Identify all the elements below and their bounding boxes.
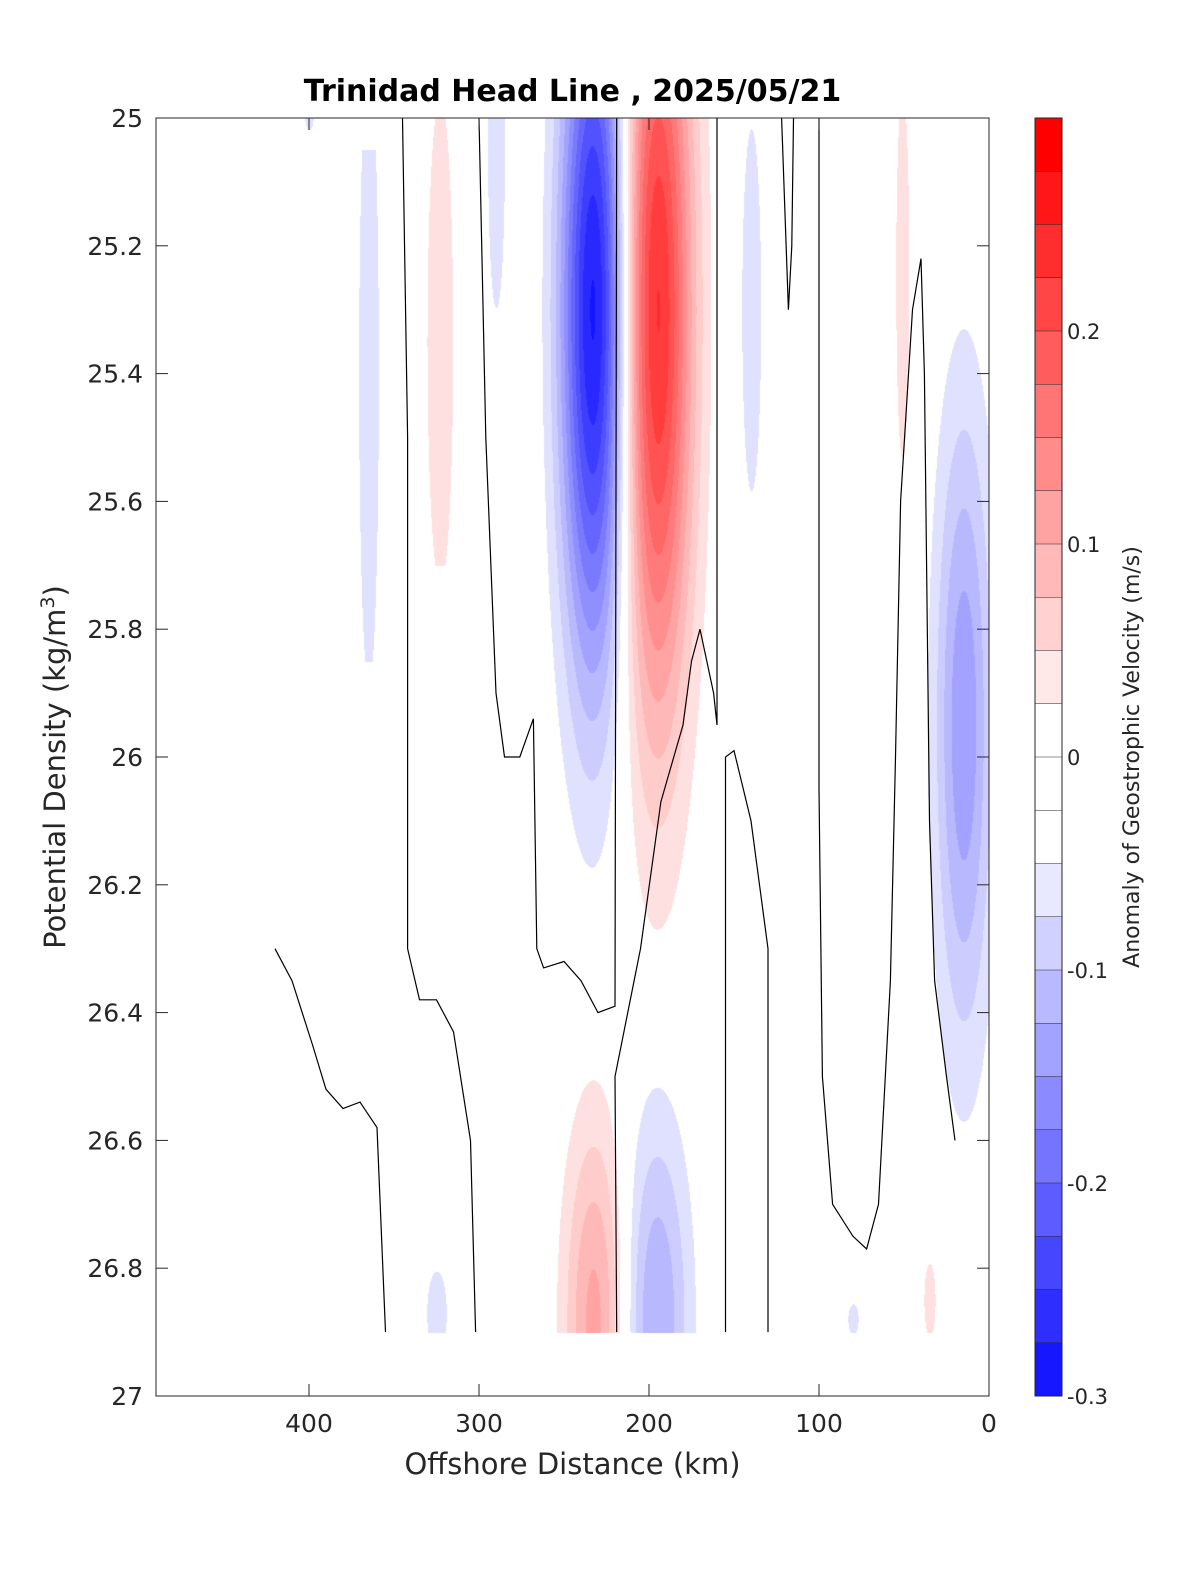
colorbar-segment: [1035, 650, 1062, 705]
colorbar-tick-label: 0: [1067, 746, 1080, 770]
colorbar-segment: [1035, 863, 1062, 918]
colorbar-segment: [1035, 703, 1062, 758]
colorbar-segment: [1035, 331, 1062, 385]
x-tick-label: 0: [981, 1409, 997, 1438]
y-axis-label-end: ): [38, 585, 72, 596]
zero-contour-3: [478, 117, 618, 1014]
y-tick-label: 25.6: [87, 487, 143, 516]
colorbar-label: Anomaly of Geostrophic Velocity (m/s): [1120, 546, 1145, 968]
zero-contour-2: [401, 117, 477, 1333]
colorbar-segment: [1035, 544, 1062, 598]
y-tick-label: 25: [111, 104, 143, 133]
y-tick-label: 26.2: [87, 871, 143, 900]
colorbar-segment: [1035, 1129, 1062, 1184]
y-tick-label: 26.8: [87, 1254, 143, 1283]
colorbar-tick-label: -0.2: [1067, 1172, 1108, 1196]
x-axis-label: Offshore Distance (km): [404, 1447, 740, 1481]
colorbar-frame: [1034, 117, 1063, 1397]
y-tick-label: 25.8: [87, 615, 143, 644]
colorbar-tick-label: 0.1: [1067, 533, 1100, 557]
colorbar-tick-label: 0.2: [1067, 320, 1100, 344]
colorbar-segment: [1035, 490, 1062, 545]
zero-contour-7: [818, 118, 956, 1251]
colorbar-segment: [1035, 597, 1062, 651]
colorbar-segment: [1035, 1076, 1062, 1131]
colorbar-segment: [1035, 277, 1062, 332]
y-axis-label-superscript: 3: [37, 596, 59, 608]
x-tick-label: 300: [455, 1409, 503, 1438]
y-axis-label-main: Potential Density (kg/m: [38, 609, 72, 949]
colorbar-segment: [1035, 757, 1062, 811]
colorbar-segment: [1035, 437, 1062, 492]
zero-contour-5: [724, 749, 769, 1333]
chart-title: Trinidad Head Line , 2025/05/21: [304, 74, 841, 109]
colorbar-segment: [1035, 118, 1062, 172]
colorbar-segment: [1035, 384, 1062, 438]
zero-contour-6: [781, 117, 795, 310]
velocity-anomaly-field: [156, 118, 989, 1396]
colorbar-tick-label: -0.3: [1067, 1385, 1108, 1409]
colorbar: 0.2 0.1 0 -0.1 -0.2 -0.3: [1034, 117, 1108, 1409]
y-tick-label: 27: [111, 1382, 143, 1411]
y-tick-label: 26.6: [87, 1126, 143, 1155]
colorbar-segment: [1035, 810, 1062, 864]
x-tick-label: 100: [795, 1409, 843, 1438]
x-tick-label: 200: [625, 1409, 673, 1438]
anomaly-field-image: [156, 118, 989, 1396]
colorbar-segment: [1035, 1342, 1062, 1397]
zero-contour-4: [614, 118, 718, 1333]
colorbar-segment: [1035, 1236, 1062, 1290]
colorbar-segment: [1035, 171, 1062, 225]
colorbar-tick-label: -0.1: [1067, 959, 1108, 983]
y-tick-label: 26.4: [87, 999, 143, 1028]
colorbar-segment: [1035, 1023, 1062, 1077]
colorbar-segment: [1035, 970, 1062, 1024]
y-tick-label: 25.4: [87, 360, 143, 389]
y-tick-label: 25.2: [87, 232, 143, 261]
colorbar-segment: [1035, 916, 1062, 971]
colorbar-segment: [1035, 1183, 1062, 1237]
x-tick-label: 400: [285, 1409, 333, 1438]
colorbar-segment: [1035, 1289, 1062, 1344]
y-tick-label: 26: [111, 743, 143, 772]
y-axis-label: Potential Density (kg/m3): [37, 585, 72, 949]
colorbar-segment: [1035, 224, 1062, 279]
zero-contour-lines: [274, 117, 956, 1333]
zero-contour-1: [274, 948, 387, 1333]
plot-axes: 400 300 200 100 0 25 25.2 25.4 25.6 25.8 26 26.2 26.…: [87, 104, 997, 1438]
